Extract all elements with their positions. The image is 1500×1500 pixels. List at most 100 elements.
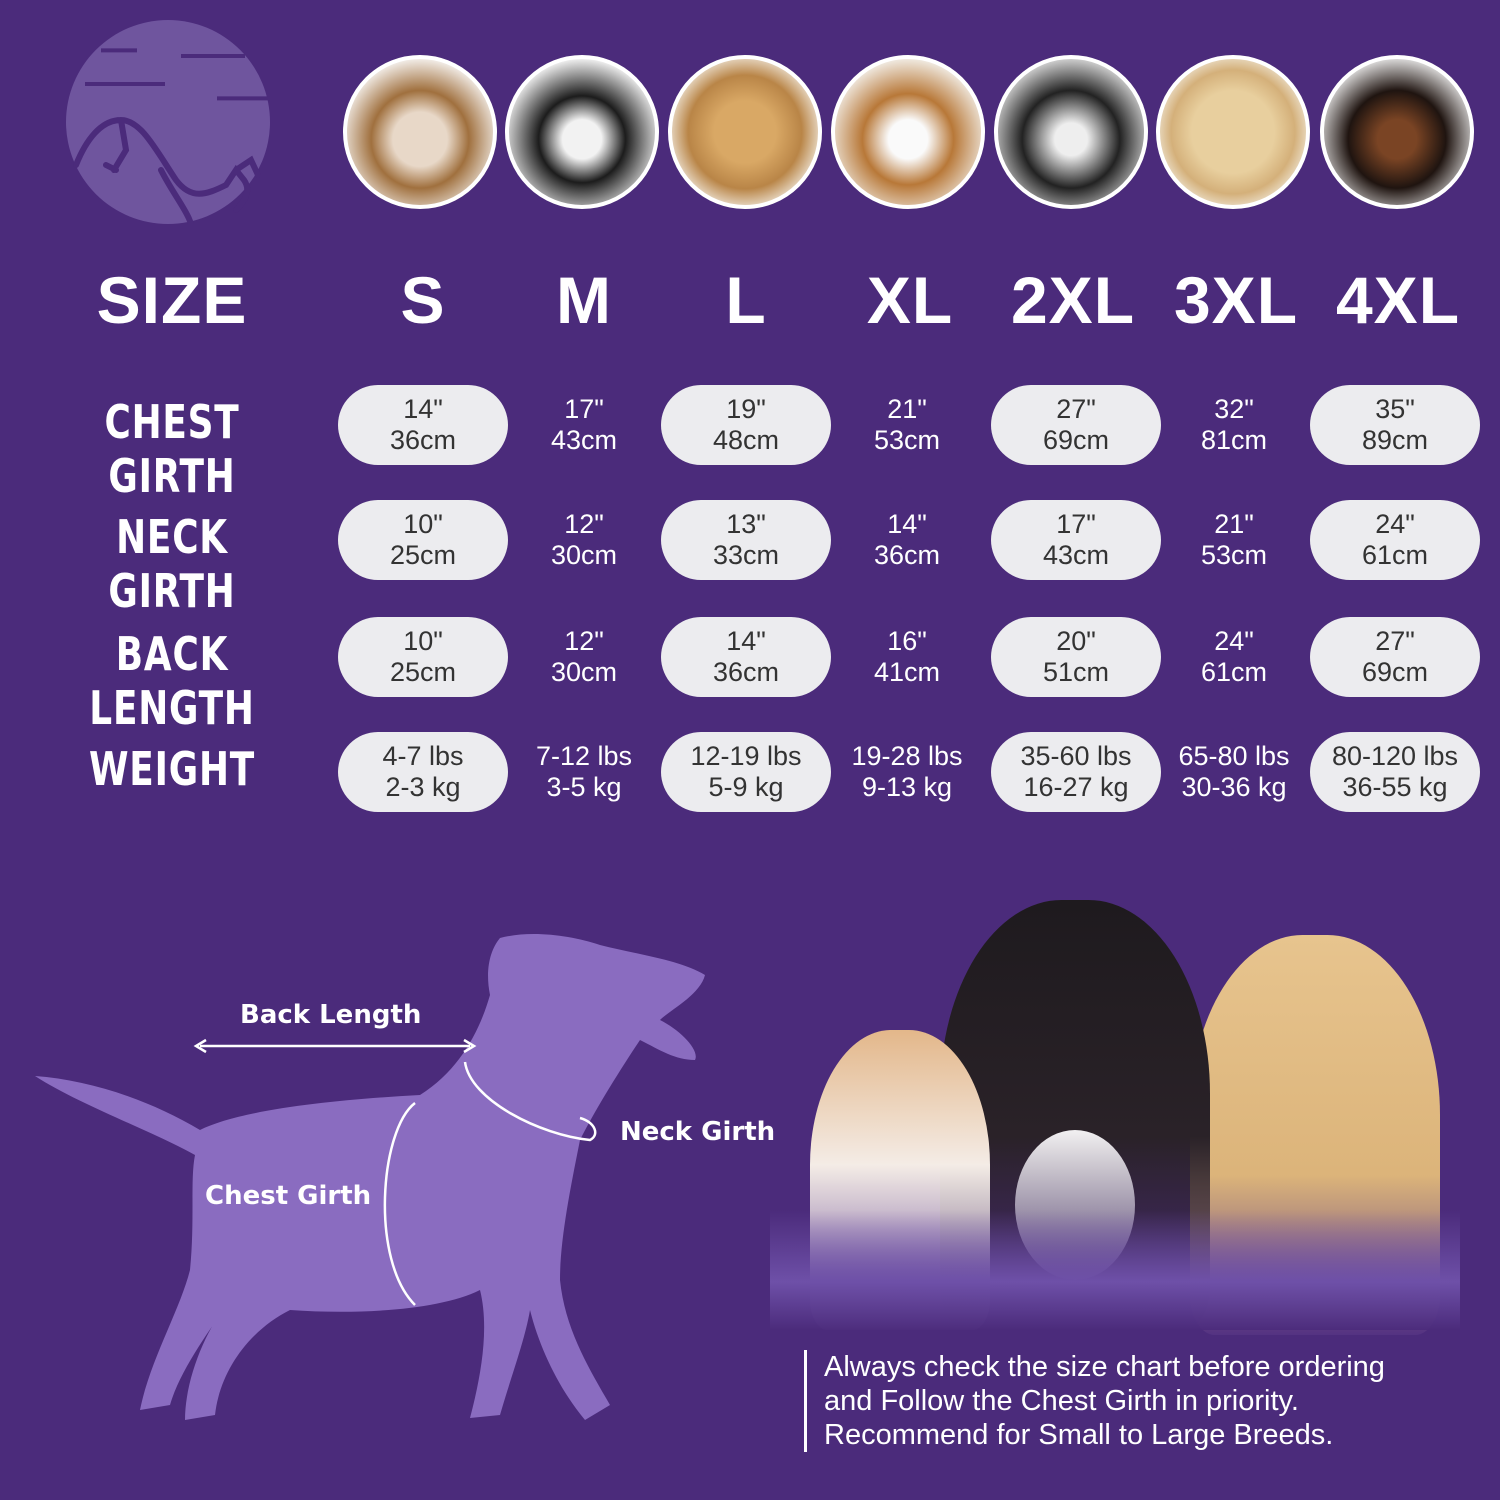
breed-photo-cocker-spaniel <box>668 55 822 209</box>
neck-girth-cell-3xl: 21" 53cm <box>1149 500 1319 580</box>
value-secondary: 36cm <box>389 425 457 455</box>
value-primary: 14" <box>887 509 927 539</box>
value-primary: 12" <box>564 626 604 656</box>
weight-cell-4xl: 80-120 lbs 36-55 kg <box>1310 732 1480 812</box>
value-secondary: 51cm <box>1042 657 1110 687</box>
dog-silhouette <box>35 934 705 1420</box>
chest-girth-cell-2xl: 27" 69cm <box>991 385 1161 465</box>
breed-photo-labrador <box>1156 55 1310 209</box>
weight-cell-l: 12-19 lbs 5-9 kg <box>661 732 831 812</box>
sizing-note: Always check the size chart before order… <box>804 1350 1385 1452</box>
breed-photo-beagle <box>831 55 985 209</box>
value-primary: 35" <box>1375 394 1415 424</box>
value-secondary: 89cm <box>1361 425 1429 455</box>
size-xl: XL <box>866 263 954 337</box>
breed-photo-shih-tzu <box>343 55 497 209</box>
weight-cell-xl: 19-28 lbs 9-13 kg <box>822 732 992 812</box>
value-secondary: 2-3 kg <box>385 772 461 802</box>
row-label-chest-girth: CHEST GIRTH <box>104 395 240 503</box>
value-primary: 17" <box>1056 509 1096 539</box>
neck-girth-cell-m: 12" 30cm <box>499 500 669 580</box>
value-secondary: 30cm <box>550 540 618 570</box>
value-secondary: 48cm <box>712 425 780 455</box>
value-secondary: 36cm <box>873 540 941 570</box>
value-secondary: 69cm <box>1361 657 1429 687</box>
neck-girth-cell-xl: 14" 36cm <box>822 500 992 580</box>
value-primary: 17" <box>564 394 604 424</box>
value-primary: 19-28 lbs <box>851 741 963 771</box>
back-length-cell-l: 14" 36cm <box>661 617 831 697</box>
value-primary: 21" <box>1214 509 1254 539</box>
value-secondary: 16-27 kg <box>1023 772 1129 802</box>
value-primary: 14" <box>403 394 443 424</box>
value-primary: 65-80 lbs <box>1178 741 1290 771</box>
note-line: Always check the size chart before order… <box>824 1351 1385 1383</box>
value-secondary: 30-36 kg <box>1181 772 1287 802</box>
value-secondary: 41cm <box>873 657 941 687</box>
value-secondary: 36-55 kg <box>1342 772 1448 802</box>
value-secondary: 81cm <box>1200 425 1268 455</box>
weight-cell-s: 4-7 lbs 2-3 kg <box>338 732 508 812</box>
size-2xl: 2XL <box>1010 263 1136 337</box>
value-primary: 32" <box>1214 394 1254 424</box>
row-label-weight: WEIGHT <box>88 742 256 796</box>
back-length-cell-4xl: 27" 69cm <box>1310 617 1480 697</box>
chest-girth-cell-4xl: 35" 89cm <box>1310 385 1480 465</box>
value-primary: 12-19 lbs <box>690 741 802 771</box>
chest-girth-cell-l: 19" 48cm <box>661 385 831 465</box>
weight-cell-3xl: 65-80 lbs 30-36 kg <box>1149 732 1319 812</box>
value-primary: 21" <box>887 394 927 424</box>
value-secondary: 33cm <box>712 540 780 570</box>
chest-girth-cell-xl: 21" 53cm <box>822 385 992 465</box>
neck-girth-line <box>463 1061 597 1142</box>
back-length-label: Back Length <box>240 1000 422 1030</box>
value-secondary: 53cm <box>1200 540 1268 570</box>
breed-photo-doberman <box>1320 55 1474 209</box>
value-primary: 10" <box>403 626 443 656</box>
value-secondary: 53cm <box>873 425 941 455</box>
note-line: and Follow the Chest Girth in priority. <box>824 1385 1299 1417</box>
back-length-cell-2xl: 20" 51cm <box>991 617 1161 697</box>
note-line: Recommend for Small to Large Breeds. <box>824 1419 1334 1451</box>
value-secondary: 5-9 kg <box>708 772 784 802</box>
size-header: SIZE <box>96 263 248 337</box>
size-l: L <box>725 263 767 337</box>
value-secondary: 69cm <box>1042 425 1110 455</box>
chest-girth-label: Chest Girth <box>205 1181 372 1211</box>
value-secondary: 30cm <box>550 657 618 687</box>
back-length-cell-3xl: 24" 61cm <box>1149 617 1319 697</box>
value-secondary: 61cm <box>1361 540 1429 570</box>
value-secondary: 25cm <box>389 657 457 687</box>
value-primary: 24" <box>1214 626 1254 656</box>
neck-girth-label: Neck Girth <box>620 1117 776 1147</box>
value-secondary: 3-5 kg <box>546 772 622 802</box>
chest-girth-cell-s: 14" 36cm <box>338 385 508 465</box>
value-primary: 24" <box>1375 509 1415 539</box>
value-secondary: 9-13 kg <box>861 772 953 802</box>
dog-silhouette-diagram <box>35 934 705 1420</box>
size-4xl: 4XL <box>1335 263 1461 337</box>
weight-cell-2xl: 35-60 lbs 16-27 kg <box>991 732 1161 812</box>
value-secondary: 61cm <box>1200 657 1268 687</box>
value-primary: 13" <box>726 509 766 539</box>
value-secondary: 25cm <box>389 540 457 570</box>
breed-photo-boston-terrier <box>505 55 659 209</box>
chest-girth-cell-3xl: 32" 81cm <box>1149 385 1319 465</box>
value-primary: 27" <box>1375 626 1415 656</box>
neck-girth-cell-4xl: 24" 61cm <box>1310 500 1480 580</box>
dog-cat-logo-icon <box>66 20 270 224</box>
size-3xl: 3XL <box>1173 263 1299 337</box>
weight-cell-m: 7-12 lbs 3-5 kg <box>499 732 669 812</box>
value-primary: 35-60 lbs <box>1020 741 1132 771</box>
neck-girth-cell-s: 10" 25cm <box>338 500 508 580</box>
value-primary: 12" <box>564 509 604 539</box>
value-primary: 10" <box>403 509 443 539</box>
back-length-cell-s: 10" 25cm <box>338 617 508 697</box>
back-length-cell-m: 12" 30cm <box>499 617 669 697</box>
three-dogs-photo <box>770 880 1460 1335</box>
neck-girth-cell-l: 13" 33cm <box>661 500 831 580</box>
row-label-neck-girth: NECK GIRTH <box>108 510 236 618</box>
back-length-cell-xl: 16" 41cm <box>822 617 992 697</box>
breed-photo-border-collie <box>994 55 1148 209</box>
value-primary: 27" <box>1056 394 1096 424</box>
